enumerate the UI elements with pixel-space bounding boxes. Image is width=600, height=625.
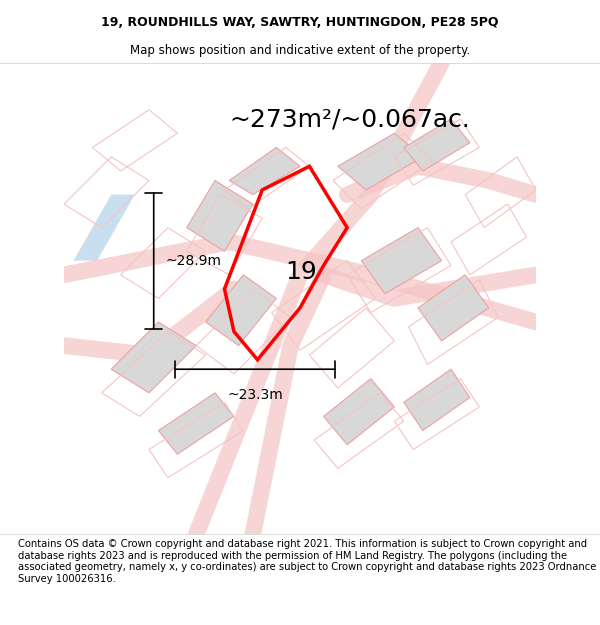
Polygon shape [404, 119, 470, 171]
Text: 19: 19 [286, 260, 317, 284]
Text: Contains OS data © Crown copyright and database right 2021. This information is : Contains OS data © Crown copyright and d… [18, 539, 596, 584]
Polygon shape [229, 148, 300, 194]
Polygon shape [323, 379, 394, 445]
Polygon shape [206, 275, 277, 346]
Text: 19, ROUNDHILLS WAY, SAWTRY, HUNTINGDON, PE28 5PQ: 19, ROUNDHILLS WAY, SAWTRY, HUNTINGDON, … [101, 16, 499, 29]
Polygon shape [404, 369, 470, 431]
Text: Map shows position and indicative extent of the property.: Map shows position and indicative extent… [130, 44, 470, 57]
Polygon shape [338, 133, 422, 190]
Polygon shape [418, 275, 489, 341]
Text: ~28.9m: ~28.9m [166, 254, 221, 268]
Polygon shape [187, 181, 253, 251]
Text: ~273m²/~0.067ac.: ~273m²/~0.067ac. [229, 107, 470, 131]
Polygon shape [158, 393, 234, 454]
Polygon shape [111, 322, 196, 393]
Polygon shape [361, 228, 442, 294]
Text: ~23.3m: ~23.3m [227, 388, 283, 402]
Polygon shape [73, 194, 135, 261]
